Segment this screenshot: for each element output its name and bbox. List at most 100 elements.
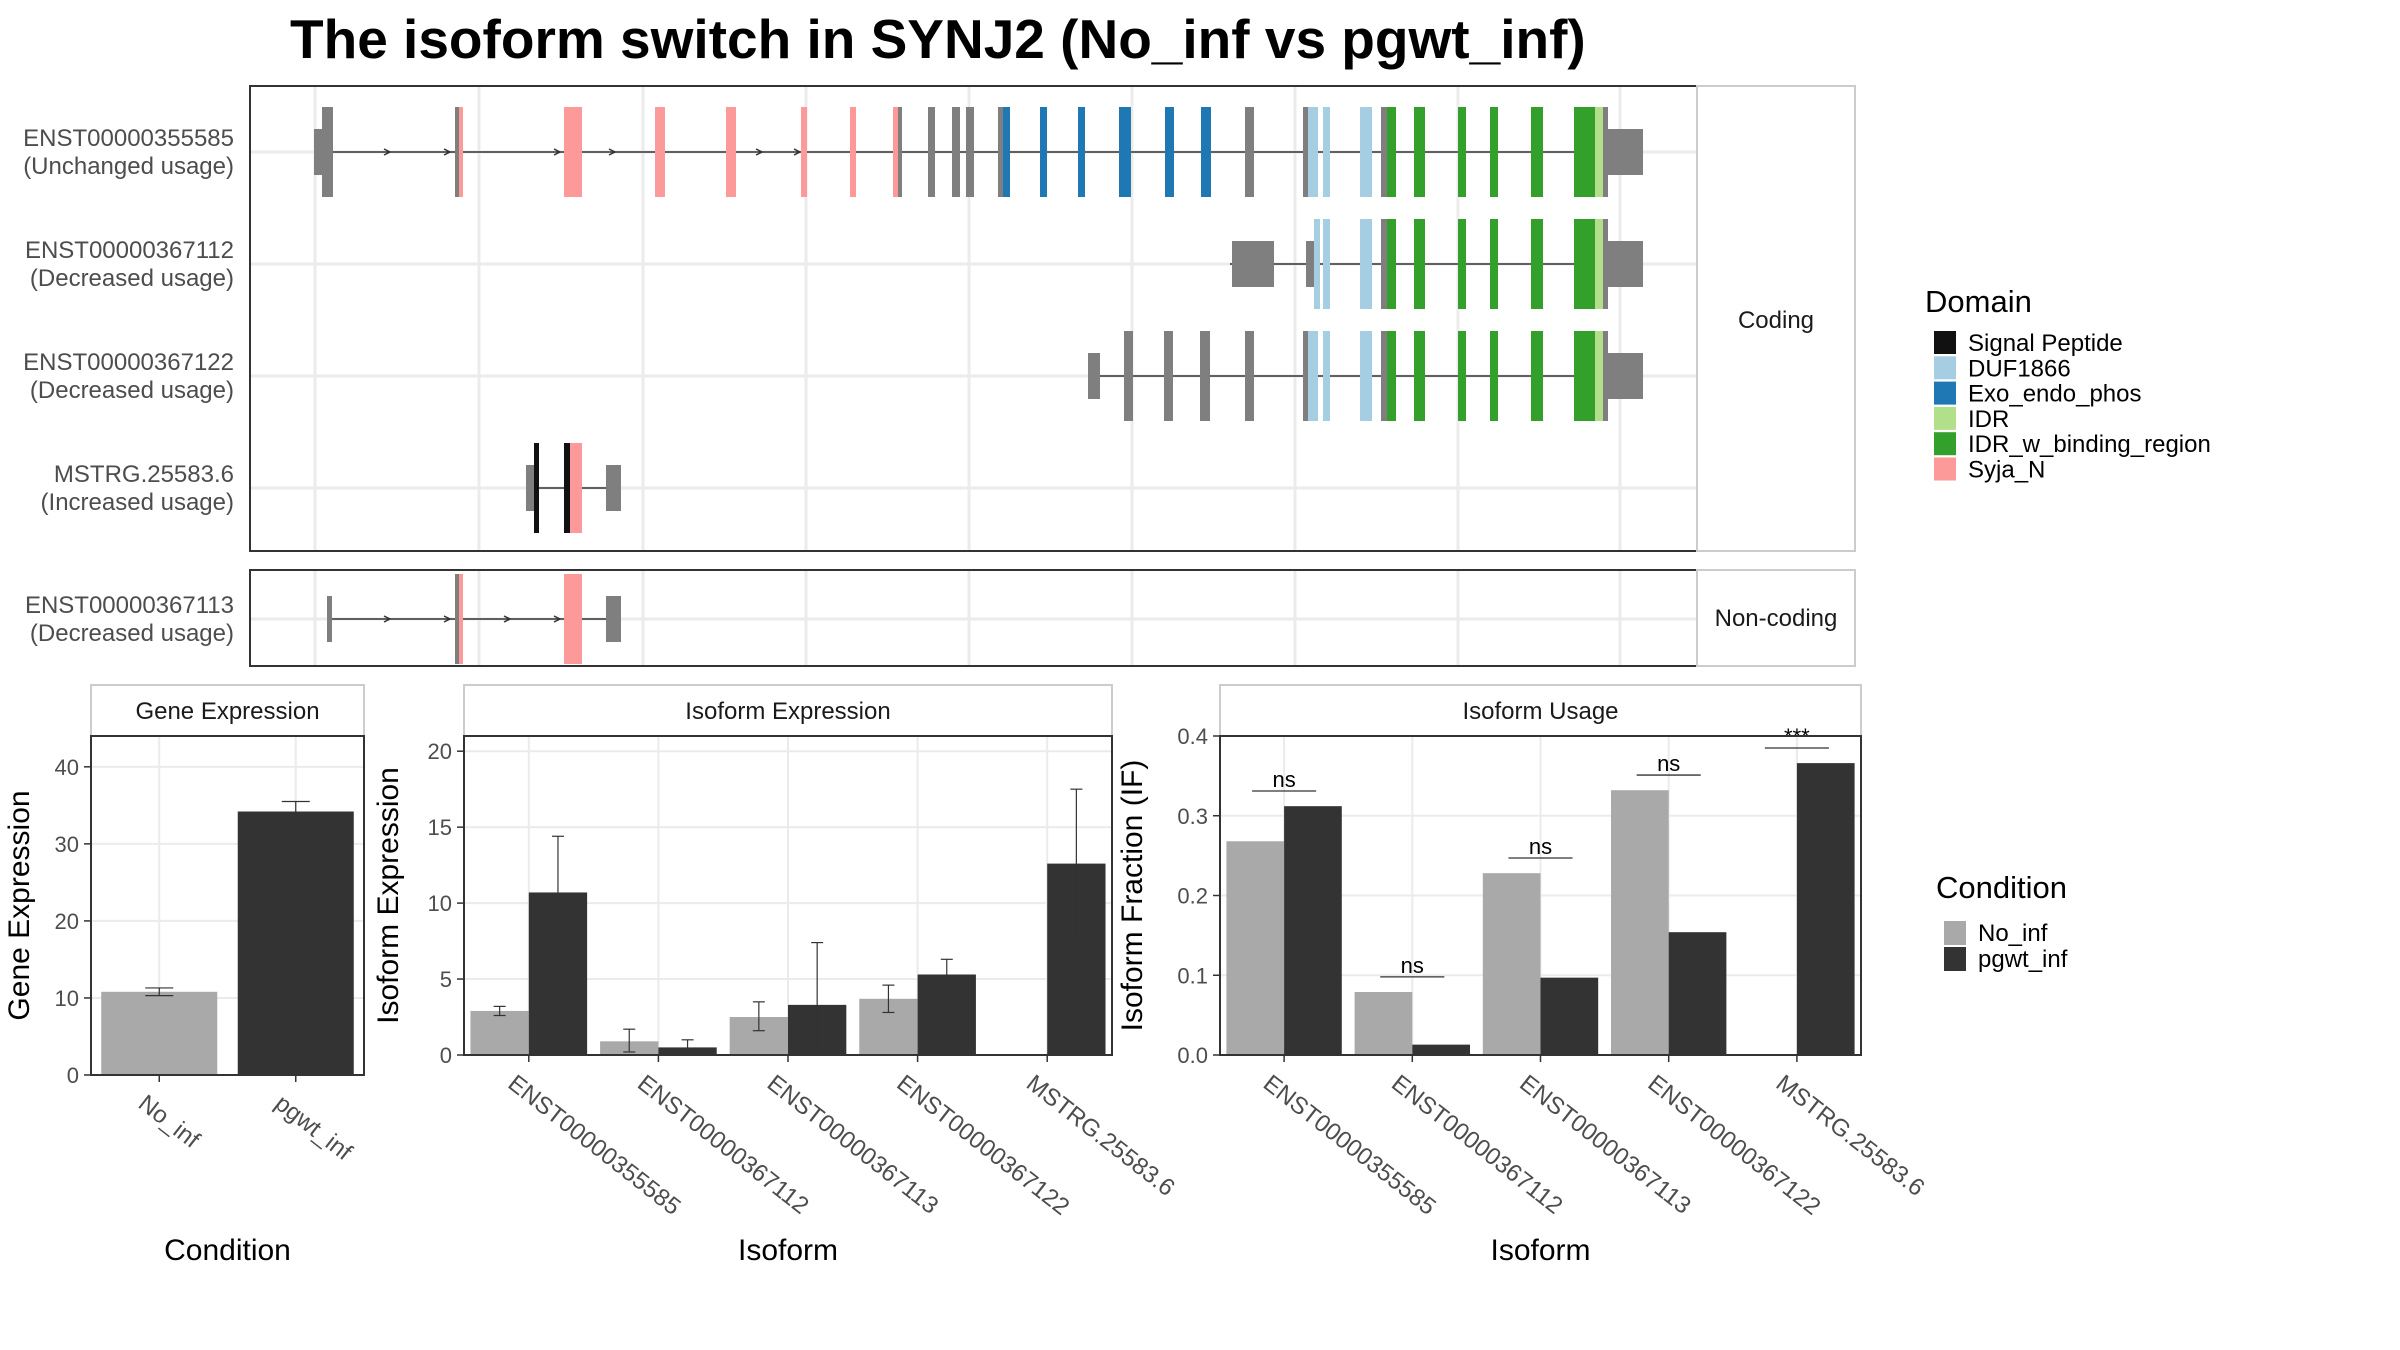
utr-exon — [606, 596, 621, 642]
coding-exon — [850, 107, 856, 197]
y-tick-label: 10 — [428, 891, 452, 916]
coding-exon — [1381, 331, 1387, 421]
transcript-structure — [1088, 331, 1643, 421]
coding-exon — [1360, 219, 1372, 309]
condition-legend-swatch — [1944, 921, 1966, 945]
strand-arrow — [503, 615, 512, 623]
y-tick-label: 40 — [55, 755, 79, 780]
coding-exon — [1490, 107, 1498, 197]
coding-exon — [898, 107, 902, 197]
condition-legend-swatch — [1944, 947, 1966, 971]
coding-exon — [1119, 107, 1131, 197]
utr-exon — [1608, 129, 1643, 175]
bar — [1354, 991, 1413, 1055]
strand-arrow — [793, 148, 802, 156]
facet-strip-label: Gene Expression — [135, 698, 319, 725]
coding-exon — [1414, 107, 1425, 197]
coding-exon — [1588, 331, 1595, 421]
significance-label: ns — [1272, 767, 1295, 792]
coding-exon — [801, 107, 807, 197]
domain-legend-swatch — [1934, 331, 1956, 354]
coding-exon — [322, 107, 333, 197]
coding-exon — [1574, 331, 1588, 421]
coding-exon — [1124, 331, 1133, 421]
y-tick-label: 0 — [67, 1063, 79, 1088]
coding-exon — [1308, 331, 1318, 421]
coding-exon — [1200, 331, 1210, 421]
utr-exon — [327, 596, 332, 642]
coding-exon — [1458, 107, 1466, 197]
coding-exon — [1303, 107, 1308, 197]
coding-exon — [1595, 219, 1603, 309]
bar — [1226, 841, 1285, 1055]
coding-exon — [1360, 107, 1372, 197]
coding-exon — [570, 443, 582, 533]
coding-exon — [1314, 219, 1320, 309]
coding-exon — [1531, 331, 1543, 421]
strand-arrow — [755, 148, 764, 156]
coding-exon — [1588, 219, 1595, 309]
x-tick-label: pgwt_inf — [270, 1090, 357, 1167]
noncoding-strip-label: Non-coding — [1715, 605, 1838, 632]
utr-exon — [606, 465, 621, 511]
coding-exon — [564, 574, 582, 664]
transcript-structure — [327, 574, 621, 664]
transcript-structure — [314, 107, 1643, 197]
coding-exon — [1323, 107, 1330, 197]
isoform-expression-chart: Isoform Expression05101520ENST0000035558… — [372, 684, 1180, 1267]
coding-exon — [952, 107, 960, 197]
coding-exon — [928, 107, 935, 197]
transcript-id-label: ENST00000367113 — [25, 592, 234, 619]
strand-arrow — [553, 615, 562, 623]
domain-legend-title: Domain — [1925, 284, 2032, 319]
coding-transcripts — [314, 107, 1643, 533]
bar — [1412, 1044, 1470, 1055]
y-tick-label: 5 — [440, 967, 452, 992]
condition-legend-title: Condition — [1936, 870, 2067, 905]
transcript-structure — [1230, 219, 1643, 309]
domain-legend-swatch — [1934, 356, 1956, 380]
transcript-usage-label: (Decreased usage) — [30, 377, 234, 404]
condition-legend-label: pgwt_inf — [1978, 946, 2068, 973]
y-tick-label: 0.3 — [1177, 804, 1208, 829]
coding-exon — [1323, 219, 1330, 309]
y-axis-title: Isoform Expression — [372, 767, 405, 1024]
bar — [1284, 806, 1342, 1055]
y-axis-title: Isoform Fraction (IF) — [1116, 760, 1149, 1032]
coding-exon — [1603, 219, 1608, 309]
structure-noncoding-panel: Non-coding — [249, 569, 1856, 667]
coding-exon — [1603, 331, 1608, 421]
y-tick-label: 10 — [55, 986, 79, 1011]
utr-exon — [1088, 353, 1100, 399]
domain-legend-swatch — [1934, 406, 1956, 430]
coding-exon — [455, 107, 459, 197]
facet-strip-label: Isoform Expression — [685, 698, 890, 725]
transcript-id-label: ENST00000367122 — [23, 349, 234, 376]
condition-legend-label: No_inf — [1978, 920, 2048, 947]
coding-exon — [1003, 107, 1010, 197]
x-axis-title: Isoform — [1490, 1234, 1590, 1267]
coding-exon — [966, 107, 974, 197]
structure-coding-panel: Coding — [249, 85, 1856, 552]
transcript-usage-label: (Decreased usage) — [30, 265, 234, 292]
domain-legend-label: Syja_N — [1968, 457, 2045, 484]
y-tick-label: 0 — [440, 1043, 452, 1068]
coding-exon — [459, 107, 463, 197]
strand-arrow — [383, 148, 392, 156]
coding-exon — [1595, 331, 1603, 421]
coding-exon — [1595, 107, 1603, 197]
coding-exon — [1387, 331, 1396, 421]
coding-exon — [1303, 331, 1308, 421]
noncoding-transcripts — [327, 574, 621, 664]
y-axis-title: Gene Expression — [3, 790, 36, 1020]
transcript-usage-label: (Unchanged usage) — [23, 153, 234, 180]
y-tick-label: 30 — [55, 832, 79, 857]
utr-exon — [1306, 241, 1314, 287]
transcript-usage-label: (Increased usage) — [41, 489, 234, 516]
transcript-id-label: MSTRG.25583.6 — [54, 461, 234, 488]
coding-exon — [1381, 219, 1387, 309]
coding-exon — [1078, 107, 1085, 197]
noncoding-strip — [1696, 569, 1856, 667]
